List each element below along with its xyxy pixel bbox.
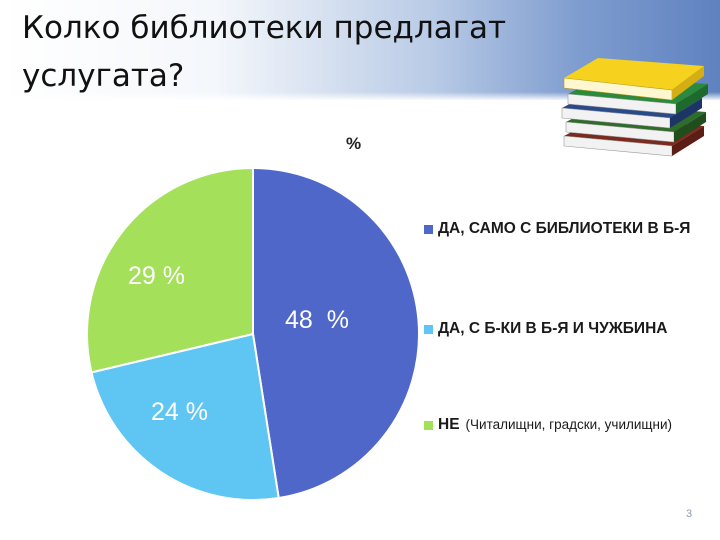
legend-item-ne: НЕ (Читалищни, градски, училищни)	[424, 414, 704, 436]
books-stack-icon	[561, 58, 708, 157]
pie-slices	[86, 166, 420, 501]
legend-swatch	[424, 325, 433, 334]
legend-label: НЕ	[438, 416, 460, 433]
chart-title: %	[346, 134, 362, 153]
legend-label: ДА, САМО С БИБЛИОТЕКИ В Б-Я	[438, 220, 691, 237]
data-label-ne: 29 %	[128, 262, 185, 290]
pie-slice-ne	[86, 166, 254, 374]
legend-label: ДА, С Б-КИ В Б-Я И ЧУЖБИНА	[438, 320, 668, 337]
legend-note: (Читалищни, градски, училищни)	[465, 417, 673, 432]
data-label-da-chuzhbina: 24 %	[151, 398, 208, 426]
pie-slice-da-chuzhbina	[90, 332, 280, 501]
header-band	[0, 0, 720, 100]
slide-title: Колко библиотеки предлагат услугата?	[22, 10, 507, 94]
page-number: 3	[686, 508, 693, 520]
legend-item-da-samo: ДА, САМО С БИБЛИОТЕКИ В Б-Я	[424, 218, 704, 240]
data-label-da-samo: 48 %	[285, 306, 349, 334]
legend-swatch	[424, 421, 433, 430]
legend-swatch	[424, 225, 433, 234]
legend-item-da-chuzhbina: ДА, С Б-КИ В Б-Я И ЧУЖБИНА	[424, 318, 704, 340]
pie-slice-da-samo	[252, 166, 420, 500]
